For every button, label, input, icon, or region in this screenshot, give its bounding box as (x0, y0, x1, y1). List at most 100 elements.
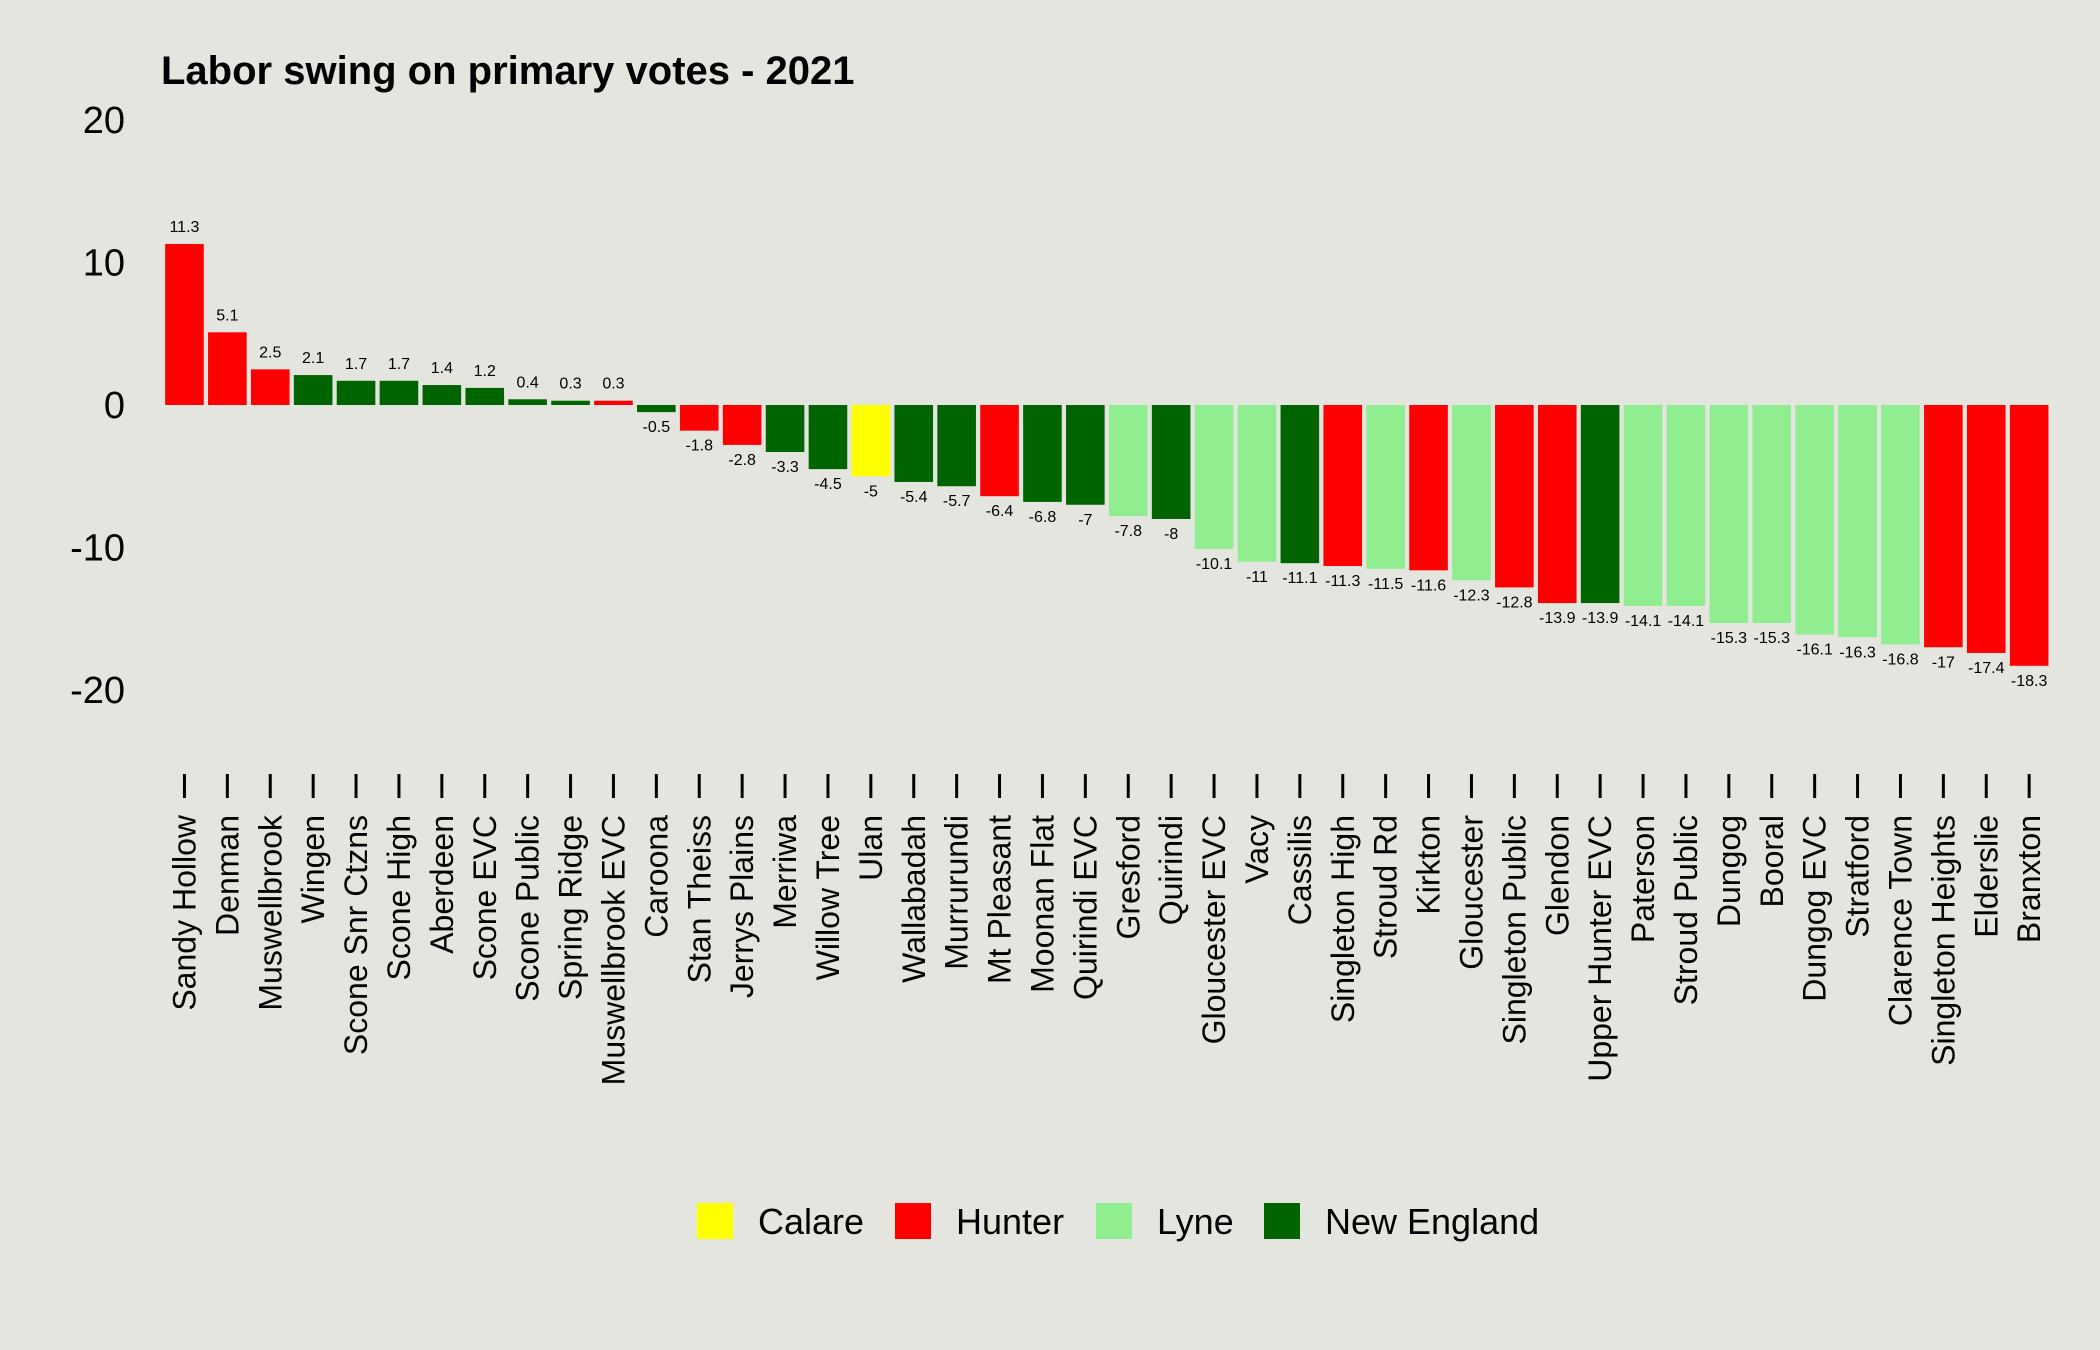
data-label: -11.1 (1282, 570, 1317, 587)
legend-item: New England (1264, 1201, 1539, 1242)
data-label: -16.1 (1796, 641, 1833, 658)
data-label: 5.1 (216, 307, 238, 324)
chart-title: Labor swing on primary votes - 2021 (161, 49, 855, 93)
data-label: -5.7 (943, 493, 971, 510)
x-tick-label: Aberdeen (424, 815, 460, 954)
x-tick-label: Dungog (1711, 815, 1747, 927)
data-label: -12.8 (1496, 594, 1533, 611)
bar (1966, 405, 2006, 653)
bar (1151, 405, 1191, 519)
data-label: -2.8 (728, 452, 756, 469)
bar (1580, 405, 1620, 604)
bar (1881, 405, 1920, 645)
x-axis: Sandy Hollow Denman Muswellbrook Wingen Scon… (166, 774, 2047, 1085)
bar (851, 405, 891, 477)
x-tick-label: Spring Ridge (553, 815, 589, 1000)
x-tick-label: Gloucester EVC (1196, 815, 1232, 1044)
data-label: -5.4 (900, 489, 928, 506)
x-tick-label: Jerrys Plains (724, 815, 760, 998)
data-label: -8 (1164, 526, 1178, 543)
data-label: -13.9 (1539, 610, 1576, 627)
bar (1924, 405, 1963, 648)
data-label: 2.5 (259, 344, 281, 361)
data-label: -16.3 (1839, 644, 1876, 661)
x-tick-label: Gloucester (1453, 815, 1489, 970)
data-label: 1.7 (388, 356, 410, 373)
data-label: -11.3 (1325, 573, 1360, 590)
x-tick-label: Stroud Public (1668, 815, 1704, 1005)
data-label: -16.8 (1882, 651, 1919, 668)
data-label: 11.3 (169, 219, 199, 236)
data-labels: 11.3 5.1 2.5 2.1 1.7 1.7 1.4 1.2 0.4 0.3 0.3 -0.5 -1… (169, 219, 2047, 690)
data-label: -1.8 (685, 438, 713, 455)
bar (1280, 405, 1320, 564)
data-label: -5 (864, 483, 878, 500)
x-tick-label: Denman (209, 815, 245, 936)
legend-swatch (895, 1203, 931, 1239)
bar (1108, 405, 1148, 517)
data-label: 1.2 (474, 363, 496, 380)
data-label: -4.5 (814, 476, 842, 493)
legend: Calare Hunter Lyne New England (697, 1201, 1539, 1242)
x-tick-label: Muswellbrook (252, 814, 288, 1011)
data-label: -7 (1078, 512, 1092, 529)
data-label: -3.3 (771, 459, 799, 476)
x-tick-label: Ulan (853, 815, 889, 881)
x-tick-label: Stroud Rd (1368, 815, 1404, 959)
data-label: -18.3 (2011, 673, 2048, 690)
bar (208, 332, 247, 405)
bar (679, 405, 719, 431)
x-tick-label: Branxton (2011, 815, 2047, 943)
x-tick-label: Quirindi EVC (1067, 815, 1103, 1000)
y-tick-label: -10 (70, 528, 125, 570)
bar (1838, 405, 1877, 638)
x-tick-label: Elderslie (1968, 815, 2004, 938)
x-tick-label: Wallabadah (896, 815, 932, 983)
data-label: 0.3 (602, 376, 624, 393)
x-tick-label: Dungog EVC (1797, 815, 1833, 1002)
bar (508, 399, 547, 405)
x-tick-label: Clarence Town (1882, 815, 1918, 1026)
data-label: -15.3 (1711, 630, 1748, 647)
x-tick-label: Singleton Heights (1925, 815, 1961, 1066)
legend-swatch (697, 1203, 733, 1239)
legend-label: Hunter (956, 1201, 1064, 1242)
legend-item: Lyne (1096, 1201, 1234, 1242)
x-tick-label: Scone EVC (467, 815, 503, 980)
legend-item: Calare (697, 1201, 864, 1242)
bar (937, 405, 976, 487)
x-tick-label: Cassilis (1282, 815, 1318, 925)
data-label: -0.5 (643, 419, 671, 436)
x-tick-label: Booral (1754, 815, 1790, 908)
bar (1666, 405, 1706, 606)
bar (1709, 405, 1749, 624)
data-label: -11.5 (1368, 576, 1403, 593)
x-tick-label: Scone High (381, 815, 417, 980)
x-tick-label: Muswellbrook EVC (595, 815, 631, 1085)
bar (2009, 405, 2049, 666)
legend-label: Calare (758, 1201, 864, 1242)
bar (1752, 405, 1792, 624)
data-label: -6.8 (1029, 509, 1057, 526)
x-tick-label: Vacy (1239, 815, 1275, 884)
data-label: -10.1 (1196, 556, 1233, 573)
bar (808, 405, 848, 470)
x-tick-label: Paterson (1625, 815, 1661, 943)
x-tick-label: Kirkton (1411, 815, 1447, 915)
bar (1623, 405, 1663, 606)
x-tick-label: Moonan Flat (1024, 815, 1060, 993)
x-tick-label: Glendon (1539, 815, 1575, 936)
x-tick-label: Sandy Hollow (166, 814, 202, 1011)
x-tick-label: Wingen (295, 815, 331, 924)
x-tick-label: Murrurundi (939, 815, 975, 970)
data-label: -11.6 (1411, 577, 1446, 594)
bar (894, 405, 934, 482)
bar (637, 405, 676, 413)
bar (1066, 405, 1105, 505)
legend-label: New England (1325, 1201, 1539, 1242)
data-label: -13.9 (1582, 610, 1619, 627)
bar (293, 375, 333, 405)
bar (1795, 405, 1834, 635)
bar (250, 369, 290, 405)
bar (1452, 405, 1491, 581)
